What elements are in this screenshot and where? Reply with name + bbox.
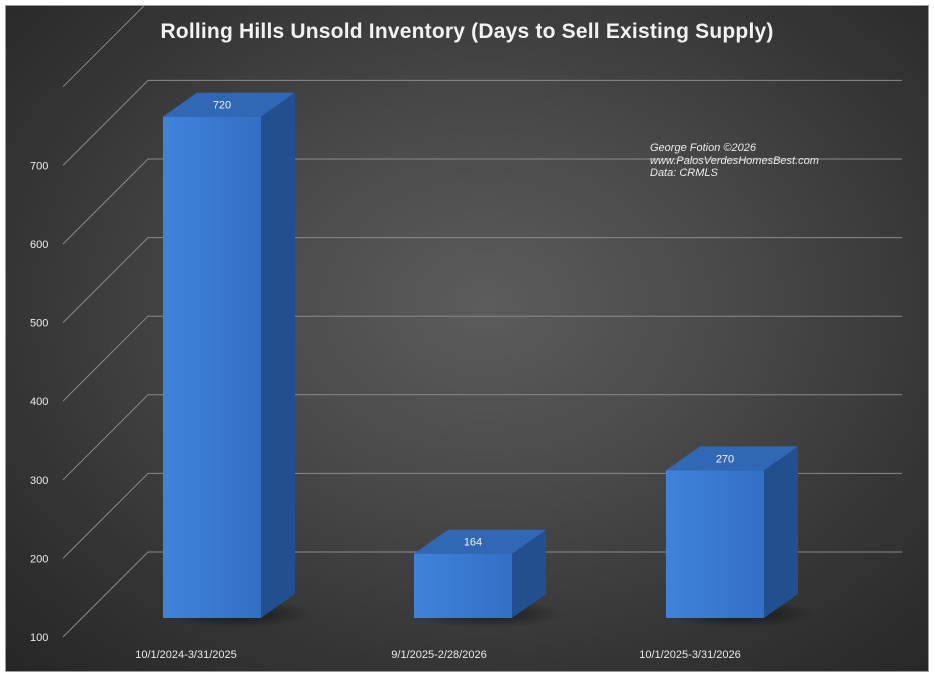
bar: 720 <box>161 92 313 628</box>
gridline <box>62 6 145 88</box>
x-tick-label: 10/1/2025-3/31/2026 <box>639 649 741 661</box>
gridline <box>62 237 902 323</box>
source-annotation: George Fotion ©2026 www.PalosVerdesHomes… <box>650 142 819 180</box>
bar-front <box>414 553 512 618</box>
x-tick-label: 9/1/2025-2/28/2026 <box>391 649 486 661</box>
data-label: 270 <box>716 453 734 465</box>
gridline <box>62 551 902 638</box>
y-tick-label: 300 <box>30 475 48 487</box>
bar-side <box>261 92 295 619</box>
annotation-line-website: www.PalosVerdesHomesBest.com <box>650 154 819 167</box>
x-axis: 10/1/2024-3/31/2025 9/1/2025-2/28/2026 10/… <box>135 649 741 661</box>
gridline <box>62 394 902 481</box>
bar: 164 <box>412 529 564 628</box>
y-tick-label: 500 <box>30 318 48 330</box>
bar-top <box>666 446 798 471</box>
gridline <box>62 472 902 559</box>
grid-layer <box>62 6 902 638</box>
x-tick-label: 10/1/2024-3/31/2025 <box>135 649 237 661</box>
y-tick-label: 100 <box>30 632 48 644</box>
plot-area: 100 200 300 400 500 600 700 720 164 270 10/1/202… <box>30 6 902 661</box>
y-tick-label: 200 <box>30 553 48 565</box>
bars: 720 164 270 <box>161 92 816 628</box>
y-axis: 100 200 300 400 500 600 700 <box>30 160 48 644</box>
bar-side <box>512 529 546 618</box>
annotation-line-source: Data: CRMLS <box>650 167 718 179</box>
bar: 270 <box>664 446 816 628</box>
bar-top <box>414 529 546 554</box>
bar-top <box>163 92 295 117</box>
bar-side <box>764 446 798 618</box>
gridline <box>62 79 902 166</box>
chart-frame: Rolling Hills Unsold Inventory (Days to … <box>5 5 929 672</box>
gridline <box>62 315 902 402</box>
chart-title: Rolling Hills Unsold Inventory (Days to … <box>160 20 774 43</box>
bar-front <box>163 116 261 619</box>
data-label: 720 <box>213 100 231 112</box>
annotation-line-author: George Fotion ©2026 <box>650 142 756 154</box>
bar-front <box>666 470 764 618</box>
gridline <box>62 158 902 245</box>
data-label: 164 <box>464 537 482 549</box>
y-tick-label: 700 <box>30 160 48 172</box>
y-tick-label: 400 <box>30 396 48 408</box>
y-tick-label: 600 <box>30 239 48 251</box>
